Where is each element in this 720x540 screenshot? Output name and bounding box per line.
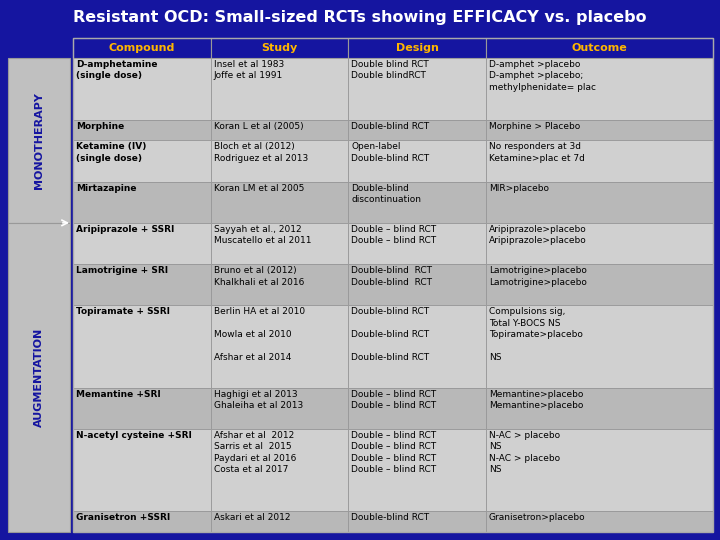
Bar <box>210 511 348 532</box>
Text: MIR>placebo: MIR>placebo <box>489 184 549 193</box>
Bar <box>8 58 70 223</box>
Bar <box>348 511 486 532</box>
Text: Double-blind RCT: Double-blind RCT <box>351 514 429 522</box>
Text: Design: Design <box>395 43 438 53</box>
Bar <box>486 511 713 532</box>
Bar <box>210 120 348 140</box>
Bar <box>210 223 348 264</box>
Text: Double – blind RCT
Double – blind RCT: Double – blind RCT Double – blind RCT <box>351 225 436 245</box>
Bar <box>210 38 348 58</box>
Text: Morphine > Placebo: Morphine > Placebo <box>489 122 580 131</box>
Bar <box>486 264 713 305</box>
Bar <box>210 305 348 388</box>
Bar <box>348 388 486 429</box>
Text: Topiramate + SSRI: Topiramate + SSRI <box>76 307 170 316</box>
Bar <box>73 429 210 511</box>
Bar <box>348 305 486 388</box>
Text: Ketamine (IV)
(single dose): Ketamine (IV) (single dose) <box>76 143 146 163</box>
Bar <box>348 181 486 223</box>
Bar <box>348 120 486 140</box>
Bar <box>73 38 210 58</box>
Bar <box>486 58 713 120</box>
Text: Double blind RCT
Double blindRCT: Double blind RCT Double blindRCT <box>351 60 429 80</box>
Text: D-amphetamine
(single dose): D-amphetamine (single dose) <box>76 60 158 80</box>
Bar <box>210 140 348 181</box>
Bar <box>348 429 486 511</box>
Text: Aripiprazole>placebo
Aripiprazole>placebo: Aripiprazole>placebo Aripiprazole>placeb… <box>489 225 587 245</box>
Text: Resistant OCD: Small-sized RCTs showing EFFICACY vs. placebo: Resistant OCD: Small-sized RCTs showing … <box>73 10 647 25</box>
Text: Haghigi et al 2013
Ghaleiha et al 2013: Haghigi et al 2013 Ghaleiha et al 2013 <box>214 390 303 410</box>
Text: Morphine: Morphine <box>76 122 125 131</box>
Bar <box>73 38 713 532</box>
Text: Memantine +SRI: Memantine +SRI <box>76 390 161 399</box>
Bar <box>73 120 210 140</box>
Bar <box>210 388 348 429</box>
Text: N-acetyl cysteine +SRI: N-acetyl cysteine +SRI <box>76 431 192 440</box>
Text: Sayyah et al., 2012
Muscatello et al 2011: Sayyah et al., 2012 Muscatello et al 201… <box>214 225 311 245</box>
Text: Double-blind RCT

Double-blind RCT

Double-blind RCT: Double-blind RCT Double-blind RCT Double… <box>351 307 429 362</box>
Bar <box>73 223 210 264</box>
Bar <box>486 429 713 511</box>
Bar <box>486 120 713 140</box>
Text: Afshar et al  2012
Sarris et al  2015
Paydari et al 2016
Costa et al 2017: Afshar et al 2012 Sarris et al 2015 Payd… <box>214 431 296 474</box>
Bar <box>210 264 348 305</box>
Bar <box>73 264 210 305</box>
Bar <box>210 429 348 511</box>
Text: Open-label
Double-blind RCT: Open-label Double-blind RCT <box>351 143 429 163</box>
Bar <box>348 140 486 181</box>
Bar <box>348 264 486 305</box>
Bar <box>486 181 713 223</box>
Text: Granisetron>placebo: Granisetron>placebo <box>489 514 585 522</box>
Bar <box>73 140 210 181</box>
Text: Double – blind RCT
Double – blind RCT
Double – blind RCT
Double – blind RCT: Double – blind RCT Double – blind RCT Do… <box>351 431 436 474</box>
Text: Double – blind RCT
Double – blind RCT: Double – blind RCT Double – blind RCT <box>351 390 436 410</box>
Text: Askari et al 2012: Askari et al 2012 <box>214 514 290 522</box>
Text: N-AC > placebo
NS
N-AC > placebo
NS: N-AC > placebo NS N-AC > placebo NS <box>489 431 560 474</box>
Text: D-amphet >placebo
D-amphet >placebo;
methylphenidate= plac: D-amphet >placebo D-amphet >placebo; met… <box>489 60 596 92</box>
Bar <box>486 38 713 58</box>
Text: AUGMENTATION: AUGMENTATION <box>34 328 44 427</box>
Text: Aripiprazole + SSRI: Aripiprazole + SSRI <box>76 225 174 234</box>
Bar <box>348 223 486 264</box>
Bar <box>73 388 210 429</box>
Bar <box>486 140 713 181</box>
Bar <box>210 58 348 120</box>
Text: Study: Study <box>261 43 297 53</box>
Text: Double-blind RCT: Double-blind RCT <box>351 122 429 131</box>
Text: Mirtazapine: Mirtazapine <box>76 184 137 193</box>
Bar <box>73 181 210 223</box>
Text: Bruno et al (2012)
Khalkhali et al 2016: Bruno et al (2012) Khalkhali et al 2016 <box>214 266 304 287</box>
Bar <box>8 223 70 532</box>
Text: Bloch et al (2012)
Rodriguez et al 2013: Bloch et al (2012) Rodriguez et al 2013 <box>214 143 308 163</box>
Bar <box>486 388 713 429</box>
Text: Insel et al 1983
Joffe et al 1991: Insel et al 1983 Joffe et al 1991 <box>214 60 284 80</box>
Bar <box>486 223 713 264</box>
Text: Koran L et al (2005): Koran L et al (2005) <box>214 122 303 131</box>
Bar <box>73 511 210 532</box>
Text: Lamotrigine>placebo
Lamotrigine>placebo: Lamotrigine>placebo Lamotrigine>placebo <box>489 266 587 287</box>
Bar <box>348 58 486 120</box>
Text: Outcome: Outcome <box>572 43 627 53</box>
Text: Compound: Compound <box>109 43 175 53</box>
Bar <box>73 58 210 120</box>
Text: Berlin HA et al 2010

Mowla et al 2010

Afshar et al 2014: Berlin HA et al 2010 Mowla et al 2010 Af… <box>214 307 305 362</box>
Text: MONOTHERAPY: MONOTHERAPY <box>34 92 44 189</box>
Text: No responders at 3d
Ketamine>plac et 7d: No responders at 3d Ketamine>plac et 7d <box>489 143 585 163</box>
Text: Double-blind  RCT
Double-blind  RCT: Double-blind RCT Double-blind RCT <box>351 266 432 287</box>
Text: Lamotrigine + SRI: Lamotrigine + SRI <box>76 266 168 275</box>
Text: Compulsions sig,
Total Y-BOCS NS
Topiramate>placebo

NS: Compulsions sig, Total Y-BOCS NS Topiram… <box>489 307 582 362</box>
Bar <box>210 181 348 223</box>
Text: Koran LM et al 2005: Koran LM et al 2005 <box>214 184 304 193</box>
Text: Granisetron +SSRI: Granisetron +SSRI <box>76 514 170 522</box>
Text: Memantine>placebo
Memantine>placebo: Memantine>placebo Memantine>placebo <box>489 390 583 410</box>
Bar <box>348 38 486 58</box>
Text: Double-blind
discontinuation: Double-blind discontinuation <box>351 184 421 204</box>
Bar <box>486 305 713 388</box>
Bar <box>73 305 210 388</box>
